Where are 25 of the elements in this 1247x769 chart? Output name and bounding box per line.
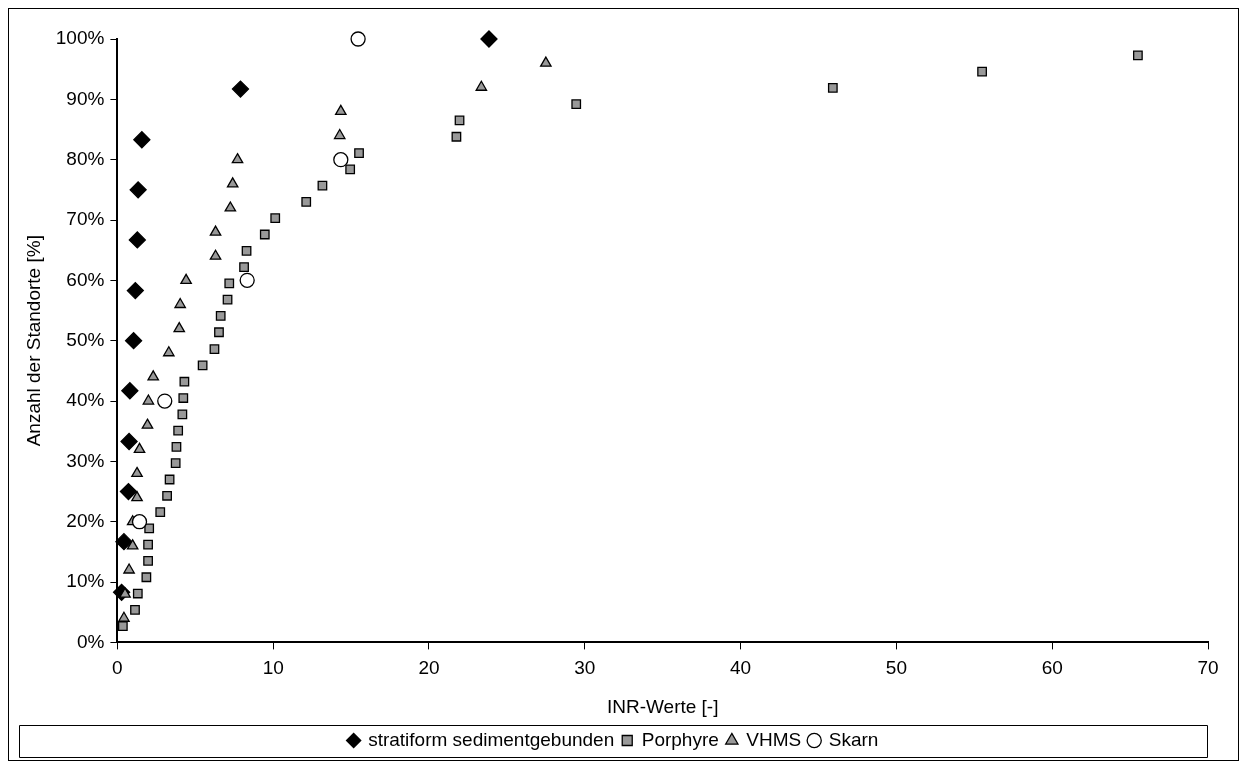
y-tick-label: 20% — [66, 509, 105, 531]
legend-label: VHMS — [746, 728, 802, 750]
legend-label: Porphyre — [641, 728, 719, 750]
x-tick-label: 30 — [574, 657, 596, 679]
y-tick-label: 70% — [66, 208, 105, 230]
y-tick-label: 80% — [66, 147, 105, 169]
y-tick-label: 0% — [76, 630, 105, 652]
x-tick-label: 70 — [1197, 657, 1219, 679]
y-tick-label: 10% — [66, 570, 105, 592]
x-tick-label: 60 — [1041, 657, 1063, 679]
y-tick-label: 100% — [55, 27, 105, 49]
x-axis-title: INR-Werte [-] — [606, 695, 719, 717]
y-tick-label: 60% — [66, 268, 105, 290]
y-tick-label: 90% — [66, 87, 105, 109]
y-tick-label: 50% — [66, 328, 105, 350]
x-tick-label: 20 — [418, 657, 440, 679]
x-tick-label: 50 — [885, 657, 907, 679]
legend-label: Skarn — [828, 728, 879, 750]
legend-label: stratiform sedimentgebunden — [368, 728, 615, 750]
x-tick-label: 10 — [262, 657, 284, 679]
y-axis-title: Anzahl der Standorte [%] — [22, 235, 44, 447]
y-tick-label: 30% — [66, 449, 105, 471]
y-tick-label: 40% — [66, 389, 105, 411]
x-tick-label: 40 — [730, 657, 752, 679]
x-tick-label: 0 — [112, 657, 123, 679]
